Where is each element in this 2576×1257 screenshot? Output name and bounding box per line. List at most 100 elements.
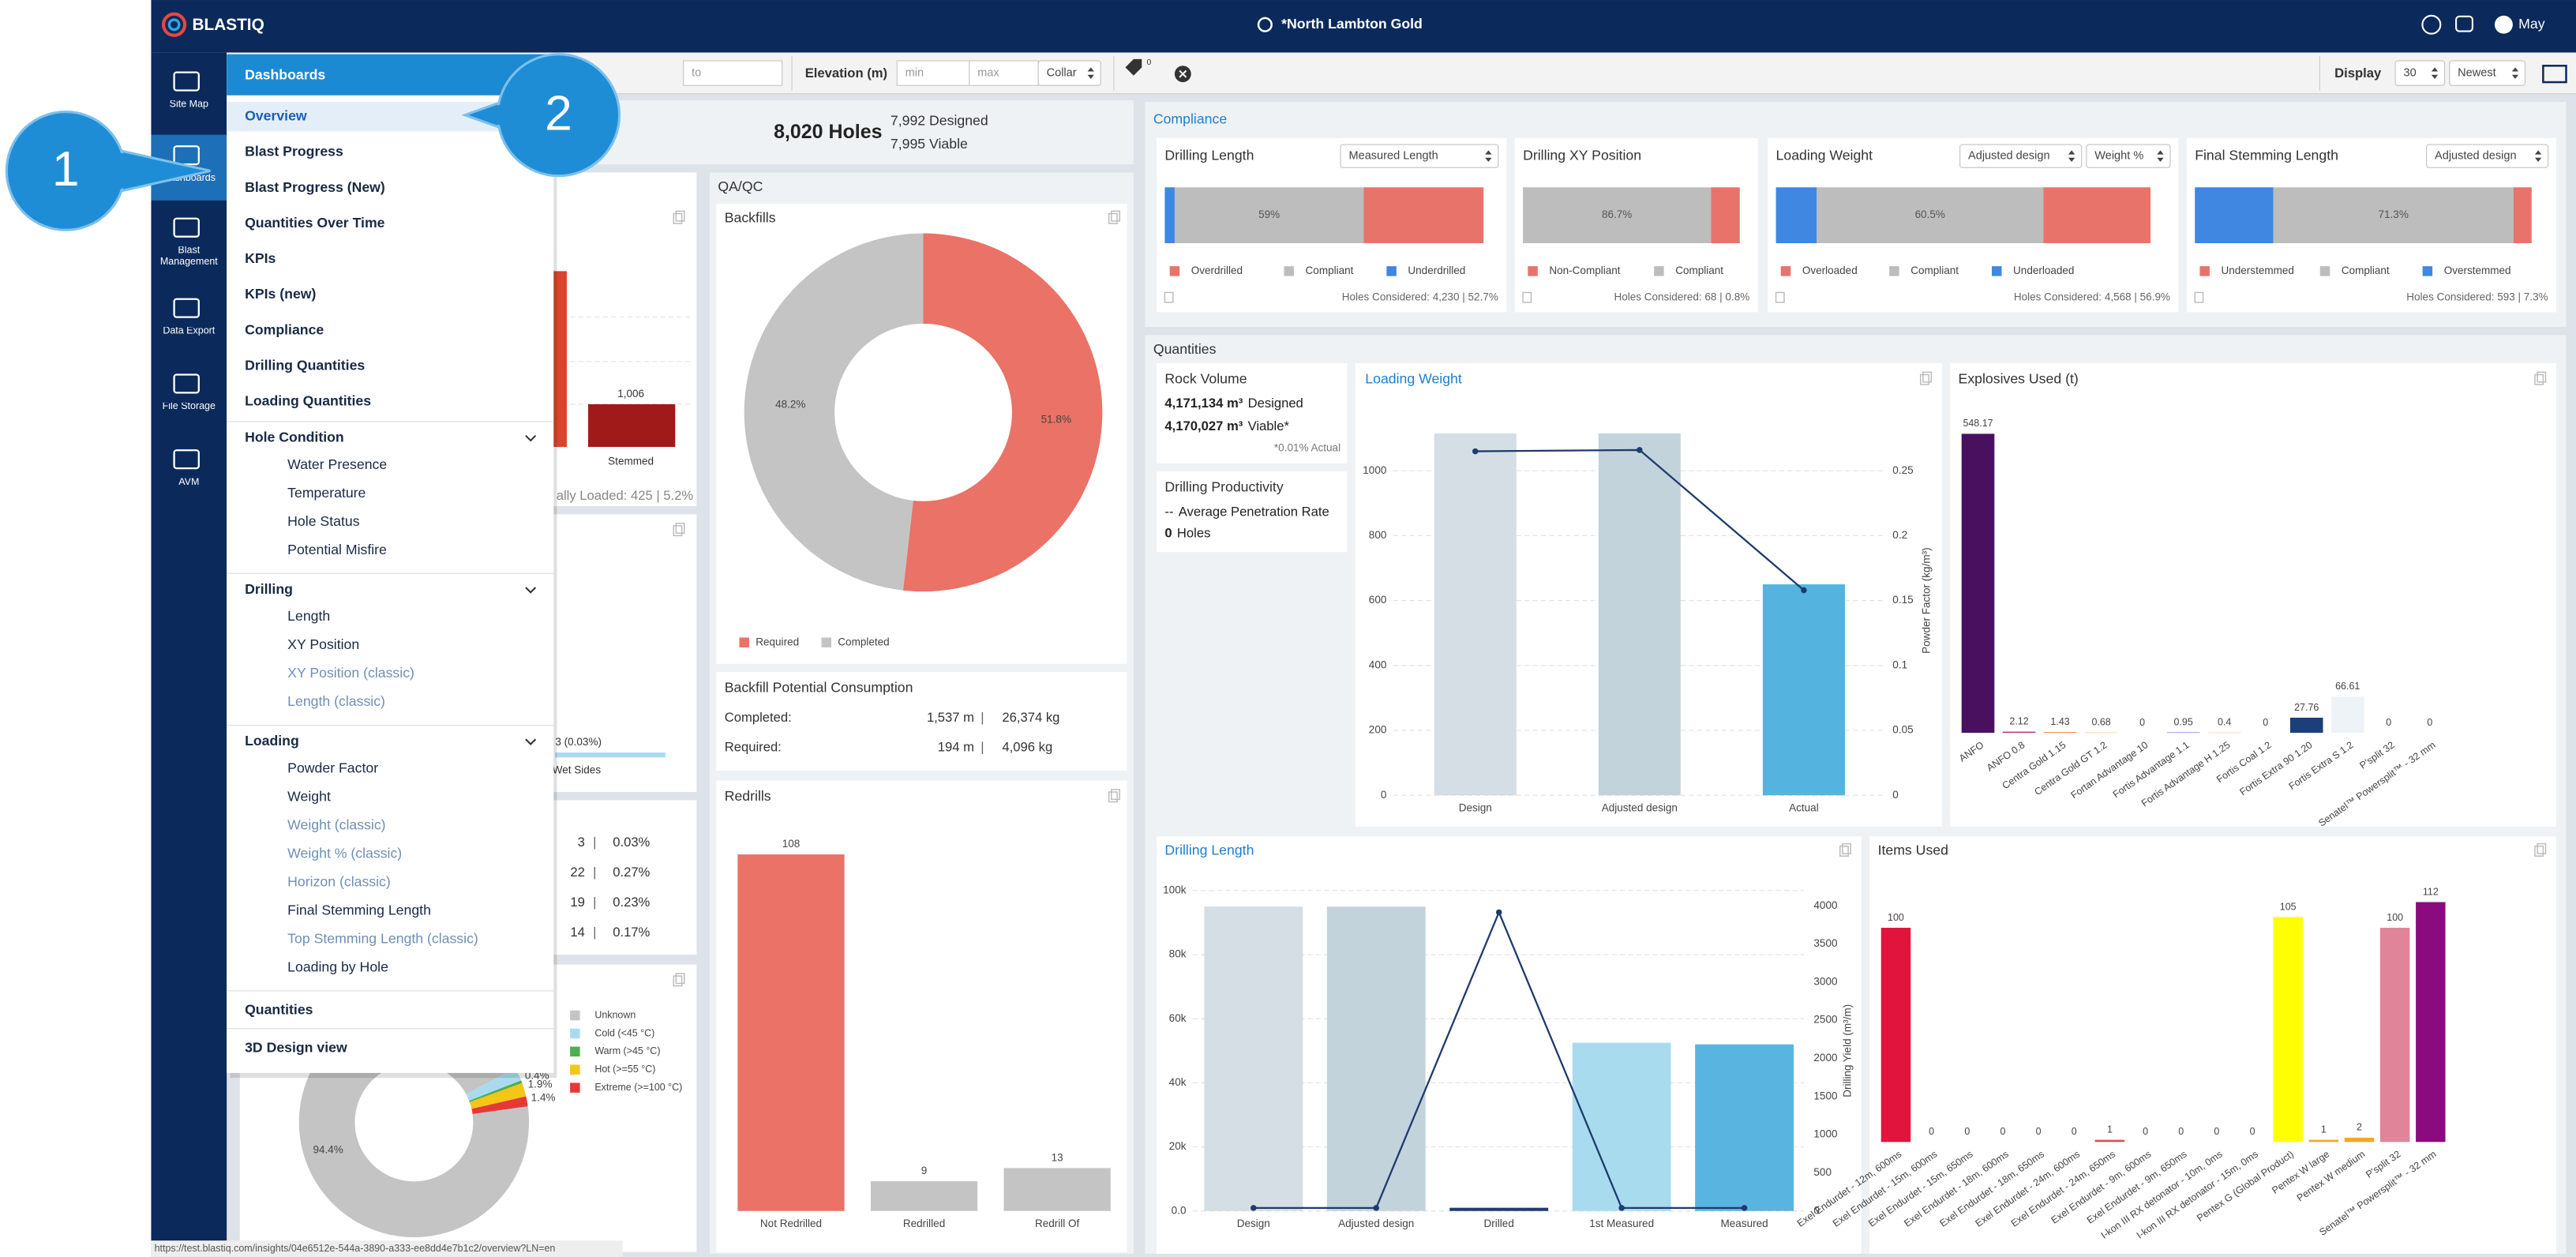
- label-line: 4,170,027 m³ Viable*: [1164, 418, 1289, 433]
- select-box[interactable]: [2086, 144, 2171, 168]
- user-name[interactable]: May: [2518, 16, 2545, 32]
- select-box[interactable]: [1340, 144, 1499, 168]
- menu-subitem[interactable]: Powder Factor: [287, 760, 378, 775]
- copy-icon[interactable]: [2534, 373, 2544, 385]
- sidebar-label[interactable]: Blast Management: [159, 246, 218, 268]
- menu-group[interactable]: Hole Condition: [245, 429, 344, 445]
- text-input[interactable]: [683, 60, 783, 86]
- label: 22: [570, 865, 585, 880]
- copy-icon[interactable]: [673, 525, 683, 537]
- menu-item[interactable]: Blast Progress (New): [245, 179, 385, 195]
- data-label: 59%: [1258, 208, 1280, 220]
- menu-subitem[interactable]: Potential Misfire: [287, 542, 387, 557]
- select-box[interactable]: [1037, 60, 1101, 86]
- site-name[interactable]: *North Lambton Gold: [1281, 16, 1423, 32]
- menu-subitem[interactable]: Water Presence: [287, 456, 387, 472]
- menu-subitem[interactable]: XY Position (classic): [287, 665, 414, 681]
- data-label: 0: [1929, 1126, 1934, 1137]
- copy-icon[interactable]: [1164, 291, 1174, 303]
- sidebar-label[interactable]: AVM: [178, 478, 200, 489]
- input-placeholder[interactable]: min: [906, 66, 924, 79]
- text-input[interactable]: [969, 60, 1039, 86]
- layout-icon[interactable]: [2542, 65, 2567, 84]
- sidebar-item[interactable]: Site Map: [153, 100, 226, 133]
- sidebar-label[interactable]: File Storage: [162, 402, 216, 413]
- menu-item[interactable]: Blast Progress: [245, 144, 343, 159]
- menu-subitem[interactable]: Loading by Hole: [287, 959, 388, 974]
- copy-icon[interactable]: [1839, 846, 1849, 857]
- select-value[interactable]: Adjusted design: [1968, 150, 2050, 163]
- menu-item[interactable]: 3D Design view: [245, 1039, 347, 1055]
- label: 3 (0.03%): [555, 736, 602, 748]
- card-title: Drilling Productivity: [1164, 479, 1283, 495]
- copy-icon[interactable]: [1775, 291, 1785, 303]
- panel-title: QA/QC: [718, 178, 763, 194]
- select-box[interactable]: [2449, 60, 2526, 86]
- copy-icon[interactable]: [1919, 373, 1929, 385]
- select-box[interactable]: [1959, 144, 2083, 168]
- menu-subitem[interactable]: Hole Status: [287, 513, 360, 529]
- select-box[interactable]: [2394, 60, 2446, 86]
- copy-icon[interactable]: [1522, 291, 1532, 303]
- sidebar-item[interactable]: Data Export: [153, 327, 226, 360]
- menu-item[interactable]: Compliance: [245, 321, 324, 337]
- menu-item[interactable]: Overview: [245, 107, 307, 123]
- copy-icon[interactable]: [673, 975, 683, 987]
- menu-item[interactable]: KPIs: [245, 250, 276, 266]
- menu-item[interactable]: Quantities Over Time: [245, 215, 385, 231]
- menu-subitem[interactable]: Weight (classic): [287, 816, 385, 832]
- menu-item[interactable]: Loading Quantities: [245, 393, 371, 409]
- legend-swatch: [1889, 266, 1899, 276]
- select-arrows: [2157, 150, 2164, 162]
- menu-subitem[interactable]: Weight % (classic): [287, 845, 402, 861]
- menu-group[interactable]: Loading: [245, 733, 299, 749]
- sidebar-label[interactable]: Data Export: [163, 327, 216, 337]
- input-placeholder[interactable]: to: [692, 66, 701, 79]
- sidebar-item[interactable]: Blast Management: [153, 246, 226, 280]
- select-value[interactable]: Weight %: [2094, 150, 2143, 163]
- data-label: 51.8%: [1041, 413, 1071, 425]
- menu-item[interactable]: Quantities: [245, 1002, 313, 1018]
- menu-item[interactable]: KPIs (new): [245, 286, 316, 302]
- sidebar-item[interactable]: AVM: [153, 478, 226, 512]
- text-input[interactable]: [896, 60, 970, 86]
- select-value[interactable]: Measured Length: [1348, 150, 1438, 163]
- select-value[interactable]: Collar: [1047, 66, 1077, 79]
- select-value[interactable]: 30: [2403, 66, 2416, 79]
- card-title: Redrills: [725, 788, 771, 804]
- menu-subitem[interactable]: Length (classic): [287, 693, 385, 709]
- sidebar-label[interactable]: Site Map: [169, 99, 208, 111]
- menu-item[interactable]: Drilling Quantities: [245, 358, 365, 373]
- menu-subitem[interactable]: Length: [287, 608, 330, 624]
- sidebar-item[interactable]: File Storage: [153, 403, 226, 436]
- copy-icon[interactable]: [1108, 212, 1118, 224]
- menu-subitem[interactable]: Top Stemming Length (classic): [287, 930, 478, 946]
- y2-tick-label: 2500: [1813, 1014, 1837, 1026]
- select-value[interactable]: Adjusted design: [2435, 150, 2517, 163]
- menu-subitem[interactable]: Temperature: [287, 485, 366, 501]
- menu-subitem[interactable]: Final Stemming Length: [287, 902, 431, 917]
- tag-count: 0: [1147, 58, 1152, 67]
- menu-subitem[interactable]: XY Position: [287, 636, 359, 652]
- input-placeholder[interactable]: max: [977, 66, 999, 79]
- label: 4,096 kg: [1002, 739, 1052, 754]
- copy-icon[interactable]: [673, 212, 683, 224]
- menu-group[interactable]: Drilling: [245, 581, 293, 597]
- copy-icon[interactable]: [2194, 291, 2204, 303]
- panel-title: Quantities: [1153, 341, 1217, 357]
- select-value[interactable]: Newest: [2458, 66, 2496, 79]
- chat-icon[interactable]: [2455, 15, 2473, 32]
- y2-tick-label: 0.1: [1892, 659, 1907, 670]
- y-tick-label: 800: [1369, 529, 1387, 541]
- help-icon[interactable]: [2421, 14, 2442, 35]
- data-label: 1.9%: [528, 1079, 553, 1090]
- x-tick-label: Measured: [1721, 1218, 1768, 1229]
- menu-subitem[interactable]: Weight: [287, 788, 331, 804]
- site-icon: [1257, 17, 1273, 32]
- copy-icon[interactable]: [1108, 791, 1118, 803]
- copy-icon[interactable]: [2534, 846, 2544, 857]
- tag-icon[interactable]: [1125, 58, 1142, 76]
- select-box[interactable]: [2426, 144, 2549, 168]
- bar: [737, 854, 845, 1211]
- menu-subitem[interactable]: Horizon (classic): [287, 873, 391, 889]
